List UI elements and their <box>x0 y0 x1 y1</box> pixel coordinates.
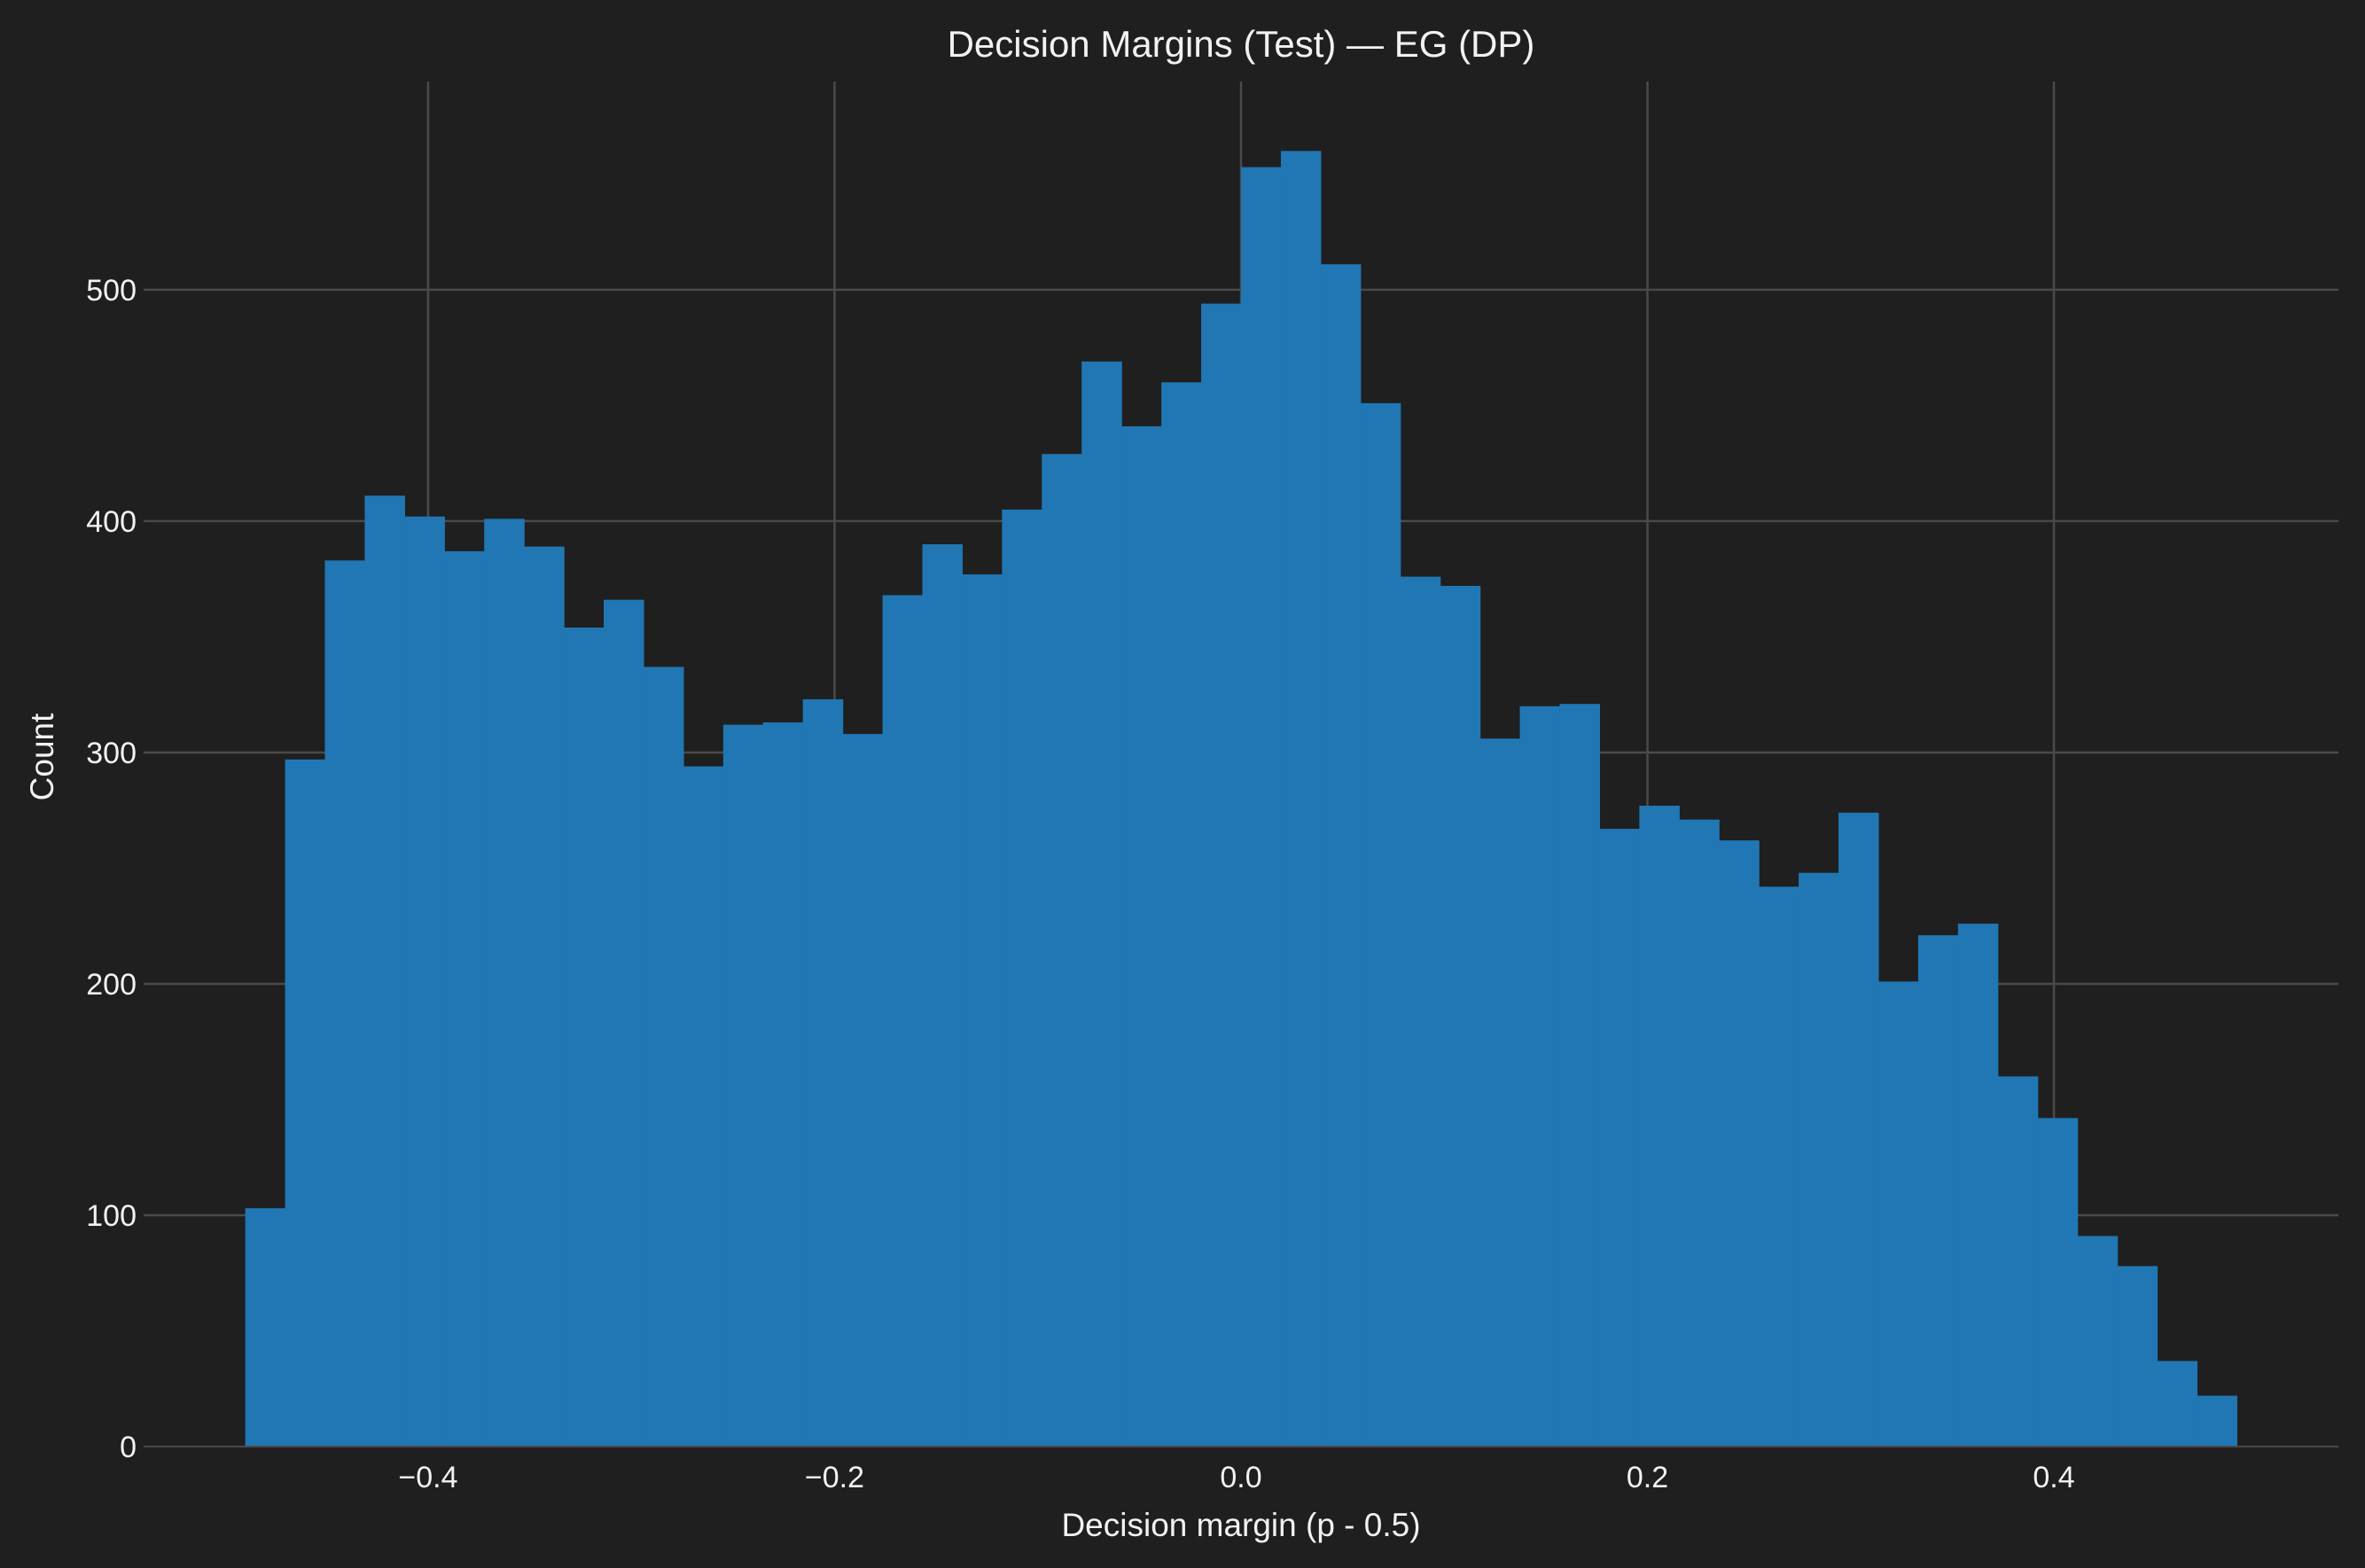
histogram-bar <box>2117 1266 2158 1447</box>
y-tick-label: 400 <box>86 505 137 539</box>
histogram-bar <box>1201 303 1242 1447</box>
x-tick-labels: −0.4 −0.2 0.0 0.2 0.4 <box>398 1461 2074 1494</box>
histogram-bar <box>762 722 804 1447</box>
histogram-bar <box>2197 1395 2237 1447</box>
histogram-bar <box>245 1208 286 1447</box>
y-tick-label: 0 <box>120 1431 137 1464</box>
histogram-bar <box>722 724 764 1447</box>
histogram-bar <box>1280 151 1322 1447</box>
histogram-bar <box>364 495 405 1447</box>
y-axis-label: Count <box>24 713 60 800</box>
y-tick-label: 300 <box>86 737 137 770</box>
histogram-bars <box>245 151 2237 1447</box>
histogram-bar <box>1241 167 1282 1447</box>
histogram-bar <box>1479 738 1521 1447</box>
x-tick-label: −0.4 <box>398 1461 457 1494</box>
histogram-bar <box>683 766 724 1447</box>
histogram-bar <box>1997 1076 2039 1447</box>
histogram-bar <box>882 595 924 1447</box>
histogram-bar <box>1081 361 1122 1447</box>
histogram-bar <box>564 628 605 1447</box>
histogram-bar <box>1917 935 1959 1447</box>
histogram-bar <box>604 599 644 1447</box>
y-tick-label: 200 <box>86 968 137 1002</box>
x-tick-label: 0.2 <box>1627 1461 1668 1494</box>
histogram-bar <box>524 546 565 1447</box>
histogram-bar <box>2077 1236 2119 1447</box>
histogram-bar <box>1121 425 1162 1447</box>
histogram-bar <box>1639 805 1680 1447</box>
histogram-bar <box>1719 840 1760 1447</box>
histogram-bar <box>802 698 844 1447</box>
histogram-bar <box>1957 924 1999 1447</box>
y-tick-labels: 0 100 200 300 400 500 <box>86 274 137 1464</box>
histogram-bar <box>1400 576 1441 1447</box>
histogram-bar <box>1559 704 1601 1447</box>
x-axis-label: Decision margin (p - 0.5) <box>1061 1507 1420 1543</box>
histogram-bar <box>1759 886 1799 1447</box>
chart-title: Decision Margins (Test) — EG (DP) <box>948 23 1535 65</box>
y-tick-label: 500 <box>86 274 137 308</box>
histogram-bar <box>324 560 366 1447</box>
histogram-bar <box>1320 264 1362 1447</box>
histogram-bar <box>1042 454 1082 1447</box>
histogram-bar <box>444 550 485 1447</box>
histogram-bar <box>2037 1118 2079 1447</box>
histogram-bar <box>842 734 884 1447</box>
histogram-bar <box>962 573 1003 1447</box>
histogram-bar <box>404 516 445 1447</box>
histogram-bar <box>1599 829 1640 1447</box>
histogram-bar <box>1002 509 1042 1447</box>
histogram-bar <box>1161 382 1202 1447</box>
histogram-bar <box>1679 819 1720 1447</box>
histogram-bar <box>1440 586 1481 1447</box>
histogram-bar <box>285 759 326 1447</box>
histogram-bar <box>484 519 525 1447</box>
histogram-bar <box>1360 402 1401 1447</box>
x-tick-label: −0.2 <box>805 1461 864 1494</box>
histogram-bar <box>2157 1361 2198 1447</box>
histogram-bar <box>1519 706 1561 1447</box>
histogram-bar <box>1799 872 1839 1447</box>
histogram-bar <box>1877 981 1919 1447</box>
histogram-bar <box>1838 812 1879 1447</box>
x-tick-label: 0.4 <box>2033 1461 2074 1494</box>
x-tick-label: 0.0 <box>1220 1461 1261 1494</box>
histogram-bar <box>922 544 964 1447</box>
histogram-bar <box>643 667 684 1447</box>
y-tick-label: 100 <box>86 1199 137 1233</box>
